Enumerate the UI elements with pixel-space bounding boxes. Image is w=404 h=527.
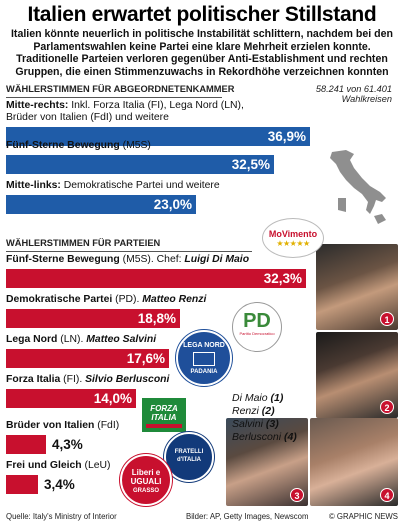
party-bar	[6, 475, 38, 494]
legend-item: Berlusconi (4)	[232, 431, 297, 443]
legend-item: Renzi (2)	[232, 405, 275, 417]
photo-berlusconi: 4	[310, 418, 398, 506]
subtitle: Italien könnte neuerlich in politische I…	[10, 28, 394, 78]
logo-fdi: FRATELLI d'ITALIA	[164, 432, 214, 482]
party-bar-label: Demokratische Partei (PD). Matteo Renzi	[6, 294, 306, 306]
chamber-bar-name: Mitte-rechts:	[6, 100, 69, 111]
legend-item: Salvini (3)	[232, 418, 279, 430]
chamber-bar-label: Fünf-Sterne Bewegung (M5S)	[6, 140, 306, 152]
chamber-bar-detail: Demokratische Partei und weitere	[60, 180, 220, 191]
party-bar-name: Fünf-Sterne Bewegung	[6, 254, 120, 265]
party-bar-detail: (M5S). Chef:	[119, 254, 185, 265]
party-bar: 14,0%	[6, 389, 136, 408]
party-bar-value: 3,4%	[44, 477, 75, 492]
party-bar-detail: (FdI)	[94, 420, 120, 431]
photo-number-3: 3	[290, 488, 304, 502]
footer-source: Quelle: Italy's Ministry of Interior	[6, 512, 117, 521]
chamber-bar-label: Mitte-links: Demokratische Partei und we…	[6, 180, 306, 192]
party-bar: 18,8%	[6, 309, 180, 328]
chamber-bar-label: Mitte-rechts: Inkl. Forza Italia (FI), L…	[6, 100, 306, 124]
chamber-bar-value: 36,9%	[267, 129, 306, 144]
party-bar-value: 14,0%	[93, 391, 132, 406]
districts-count: 58.241 von 61.401	[315, 84, 392, 94]
party-bar	[6, 435, 46, 454]
logo-leu: Liberi e UGUALI GRASSO	[120, 454, 172, 506]
party-bar-value: 32,3%	[263, 271, 302, 286]
footer-images: Bilder: AP, Getty Images, Newscom	[186, 512, 309, 521]
party-bar-detail: (FI).	[60, 374, 86, 385]
chamber-bar-value: 32,5%	[231, 157, 270, 172]
party-bar-name: Brüder von Italien	[6, 420, 95, 431]
chamber-bar-name: Fünf-Sterne Bewegung	[6, 140, 120, 151]
logo-forza-italia: FORZA ITALIA	[142, 398, 186, 432]
districts-meta: 58.241 von 61.401 Wahlkreisen	[316, 84, 392, 104]
chamber-bar-detail: (M5S)	[119, 140, 151, 151]
parties-header: WÄHLERSTIMMEN FÜR PARTEIEN	[6, 238, 161, 248]
party-bar: 32,3%	[6, 269, 306, 288]
footer-credit: © GRAPHIC NEWS	[329, 512, 398, 521]
party-bar-leader: Silvio Berlusconi	[85, 374, 170, 385]
party-bar-leader: Luigi Di Maio	[184, 254, 250, 265]
photo-di-maio: 1	[316, 244, 398, 330]
party-bar-label: Forza Italia (FI). Silvio Berlusconi	[6, 374, 306, 386]
party-bar-leader: Matteo Salvini	[86, 334, 157, 345]
page-title: Italien erwartet politischer Stillstand	[27, 3, 377, 26]
chamber-bar: 23,0%	[6, 195, 196, 214]
party-bar-value: 18,8%	[137, 311, 176, 326]
photo-number-4: 4	[380, 488, 394, 502]
party-bar-name: Frei und Gleich	[6, 460, 82, 471]
party-bar-detail: (LeU)	[81, 460, 111, 471]
party-bar-value: 17,6%	[126, 351, 165, 366]
party-bar-label: Frei und Gleich (LeU)	[6, 460, 306, 472]
party-bar-label: Fünf-Sterne Bewegung (M5S). Chef: Luigi …	[6, 254, 306, 266]
legend-item: Di Maio (1)	[232, 392, 284, 404]
party-bar-name: Lega Nord	[6, 334, 58, 345]
party-bar-label: Lega Nord (LN). Matteo Salvini	[6, 334, 306, 346]
chamber-bar-name: Mitte-links:	[6, 180, 61, 191]
logo-m5s: MoVimento ★★★★★	[262, 218, 324, 258]
party-bar: 17,6%	[6, 349, 169, 368]
photo-number-2: 2	[380, 400, 394, 414]
party-bar-label: Brüder von Italien (FdI)	[6, 420, 306, 432]
party-bar-leader: Matteo Renzi	[142, 294, 207, 305]
photo-number-1: 1	[380, 312, 394, 326]
party-bar-name: Forza Italia	[6, 374, 61, 385]
chamber-bar: 36,9%	[6, 127, 310, 146]
leader-legend: Di Maio (1) Renzi (2) Salvini (3) Berlus…	[232, 392, 297, 444]
party-bar-value: 4,3%	[52, 437, 83, 452]
parties-rule	[6, 251, 252, 252]
chamber-header: WÄHLERSTIMMEN FÜR ABGEORDNETENKAMMER	[6, 84, 235, 94]
chamber-rule	[6, 97, 222, 98]
party-bar-name: Demokratische Partei	[6, 294, 113, 305]
chamber-bar-detail: Inkl. Forza Italia (FI), Lega Nord (LN),	[68, 100, 244, 111]
photo-salvini: 3	[226, 418, 308, 506]
party-bar-detail: (LN).	[57, 334, 87, 345]
chamber-bar-value: 23,0%	[153, 197, 192, 212]
party-bar-detail: (PD).	[112, 294, 143, 305]
logo-lega: LEGA NORD PADANIA	[176, 330, 232, 386]
italy-map-icon	[330, 150, 386, 224]
districts-label: Wahlkreisen	[341, 94, 392, 104]
photo-renzi: 2	[316, 332, 398, 418]
chamber-bar: 32,5%	[6, 155, 274, 174]
logo-pd: PD Partito Democratico	[232, 302, 282, 352]
chamber-bar-detail-2: Brüder von Italien (FdI) und weitere	[6, 112, 169, 123]
